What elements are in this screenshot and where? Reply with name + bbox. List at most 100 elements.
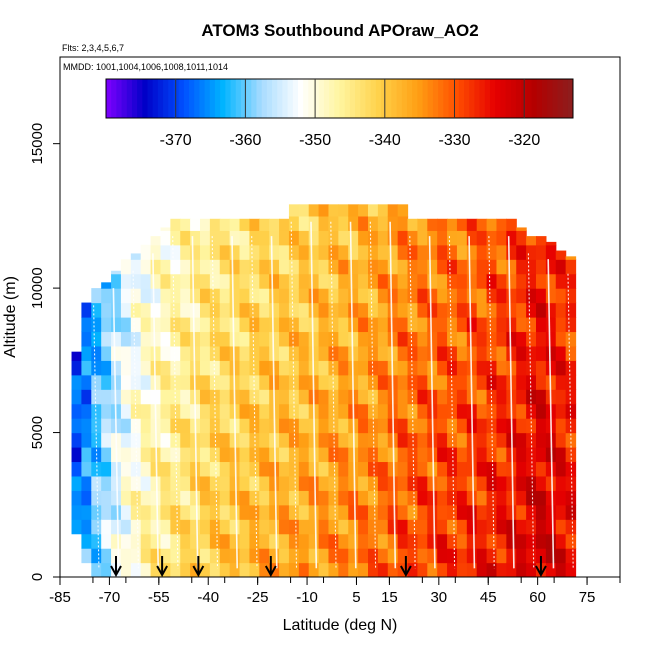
heatmap-cell <box>288 562 300 577</box>
heatmap-cell <box>447 403 458 419</box>
heatmap-cell <box>358 533 369 549</box>
heatmap-cell <box>328 432 339 448</box>
heatmap-cell <box>170 288 181 304</box>
heatmap-cell <box>536 533 547 549</box>
heatmap-cell <box>516 360 527 376</box>
heatmap-cell <box>437 345 448 361</box>
heatmap-cell <box>298 533 310 549</box>
colorbar-swatch <box>246 79 252 118</box>
heatmap-cell <box>427 475 438 491</box>
heatmap-cell <box>466 475 478 491</box>
heatmap-column <box>565 256 577 577</box>
heatmap-cell <box>269 360 280 376</box>
heatmap-cell <box>298 418 310 434</box>
heatmap-cell <box>209 475 221 491</box>
heatmap-cell <box>397 519 409 535</box>
heatmap-cell <box>506 562 517 577</box>
x-tick-label: -55 <box>148 589 170 606</box>
heatmap-cell <box>130 475 142 491</box>
heatmap-cell <box>219 244 231 260</box>
heatmap-cell <box>555 447 567 463</box>
heatmap-cell <box>180 345 191 361</box>
heatmap-cell <box>516 432 527 448</box>
heatmap-cell <box>447 302 458 318</box>
heatmap-cell <box>456 432 468 448</box>
x-tick-label: 30 <box>430 589 447 606</box>
heatmap-cell <box>516 389 527 405</box>
heatmap-cell <box>555 519 567 535</box>
heatmap-cell <box>229 244 241 260</box>
colorbar-swatch <box>458 79 465 118</box>
heatmap-cell <box>328 533 339 549</box>
heatmap-cell <box>298 504 310 520</box>
colorbar-swatch <box>464 79 470 118</box>
heatmap-cell <box>437 374 448 390</box>
heatmap-cell <box>298 447 310 463</box>
heatmap-cell <box>180 548 191 564</box>
heatmap-cell <box>190 504 201 520</box>
heatmap-cell <box>506 331 517 347</box>
heatmap-cell <box>555 317 567 333</box>
heatmap-cell <box>506 259 517 275</box>
heatmap-cell <box>308 204 320 217</box>
heatmap-cell <box>555 250 567 260</box>
heatmap-cell <box>200 403 211 419</box>
heatmap-cell <box>407 461 419 477</box>
heatmap-cell <box>120 432 132 448</box>
heatmap-cell <box>81 360 92 376</box>
heatmap-cell <box>407 244 419 260</box>
heatmap-cell <box>130 253 142 260</box>
heatmap-cell <box>348 562 359 577</box>
heatmap-cell <box>536 475 547 491</box>
heatmap-cell <box>417 259 428 275</box>
heatmap-cell <box>328 331 339 347</box>
colorbar-swatch <box>438 79 444 118</box>
heatmap-cell <box>150 562 162 577</box>
heatmap-cell <box>259 302 270 318</box>
heatmap-cell <box>496 461 507 477</box>
heatmap-cell <box>180 244 191 260</box>
heatmap-cell <box>239 302 251 318</box>
profile-arrow <box>264 556 277 578</box>
colorbar-swatch <box>448 79 455 118</box>
heatmap-cell <box>120 374 132 390</box>
heatmap-cell <box>417 244 428 260</box>
heatmap-cell <box>565 360 577 376</box>
heatmap-cell <box>150 490 162 506</box>
heatmap-cell <box>249 548 260 564</box>
heatmap-cell <box>516 475 527 491</box>
colorbar-swatch <box>251 79 257 118</box>
heatmap-cell <box>516 345 527 361</box>
heatmap-cell <box>111 288 122 304</box>
colorbar-swatch <box>453 79 460 118</box>
heatmap-cell <box>71 504 83 520</box>
heatmap-cell <box>170 562 181 577</box>
heatmap-cell <box>486 562 498 577</box>
heatmap-cell <box>437 461 448 477</box>
heatmap-cell <box>417 331 428 347</box>
heatmap-cell <box>249 218 260 231</box>
heatmap-cell <box>506 504 517 520</box>
heatmap-cell <box>81 389 92 405</box>
heatmap-cell <box>111 345 122 361</box>
heatmap-cell <box>338 204 349 217</box>
colorbar-swatch <box>417 79 424 118</box>
heatmap-cell <box>447 288 458 304</box>
heatmap-cell <box>456 403 468 419</box>
heatmap-cell <box>200 475 211 491</box>
heatmap-cell <box>387 317 399 333</box>
heatmap-cell <box>328 273 339 289</box>
heatmap-cell <box>91 317 102 333</box>
heatmap-cell <box>456 562 468 577</box>
heatmap-cell <box>377 461 389 477</box>
colorbar-tick-label: -320 <box>508 132 540 149</box>
heatmap-cell <box>496 244 507 260</box>
profile-arrow <box>192 556 205 578</box>
colorbar-swatch <box>235 79 242 118</box>
heatmap-cell <box>279 432 290 448</box>
heatmap-cell <box>111 490 122 506</box>
heatmap-cell <box>368 447 379 463</box>
heatmap-cell <box>338 519 349 535</box>
heatmap-cell <box>338 447 349 463</box>
heatmap-cell <box>101 360 112 376</box>
